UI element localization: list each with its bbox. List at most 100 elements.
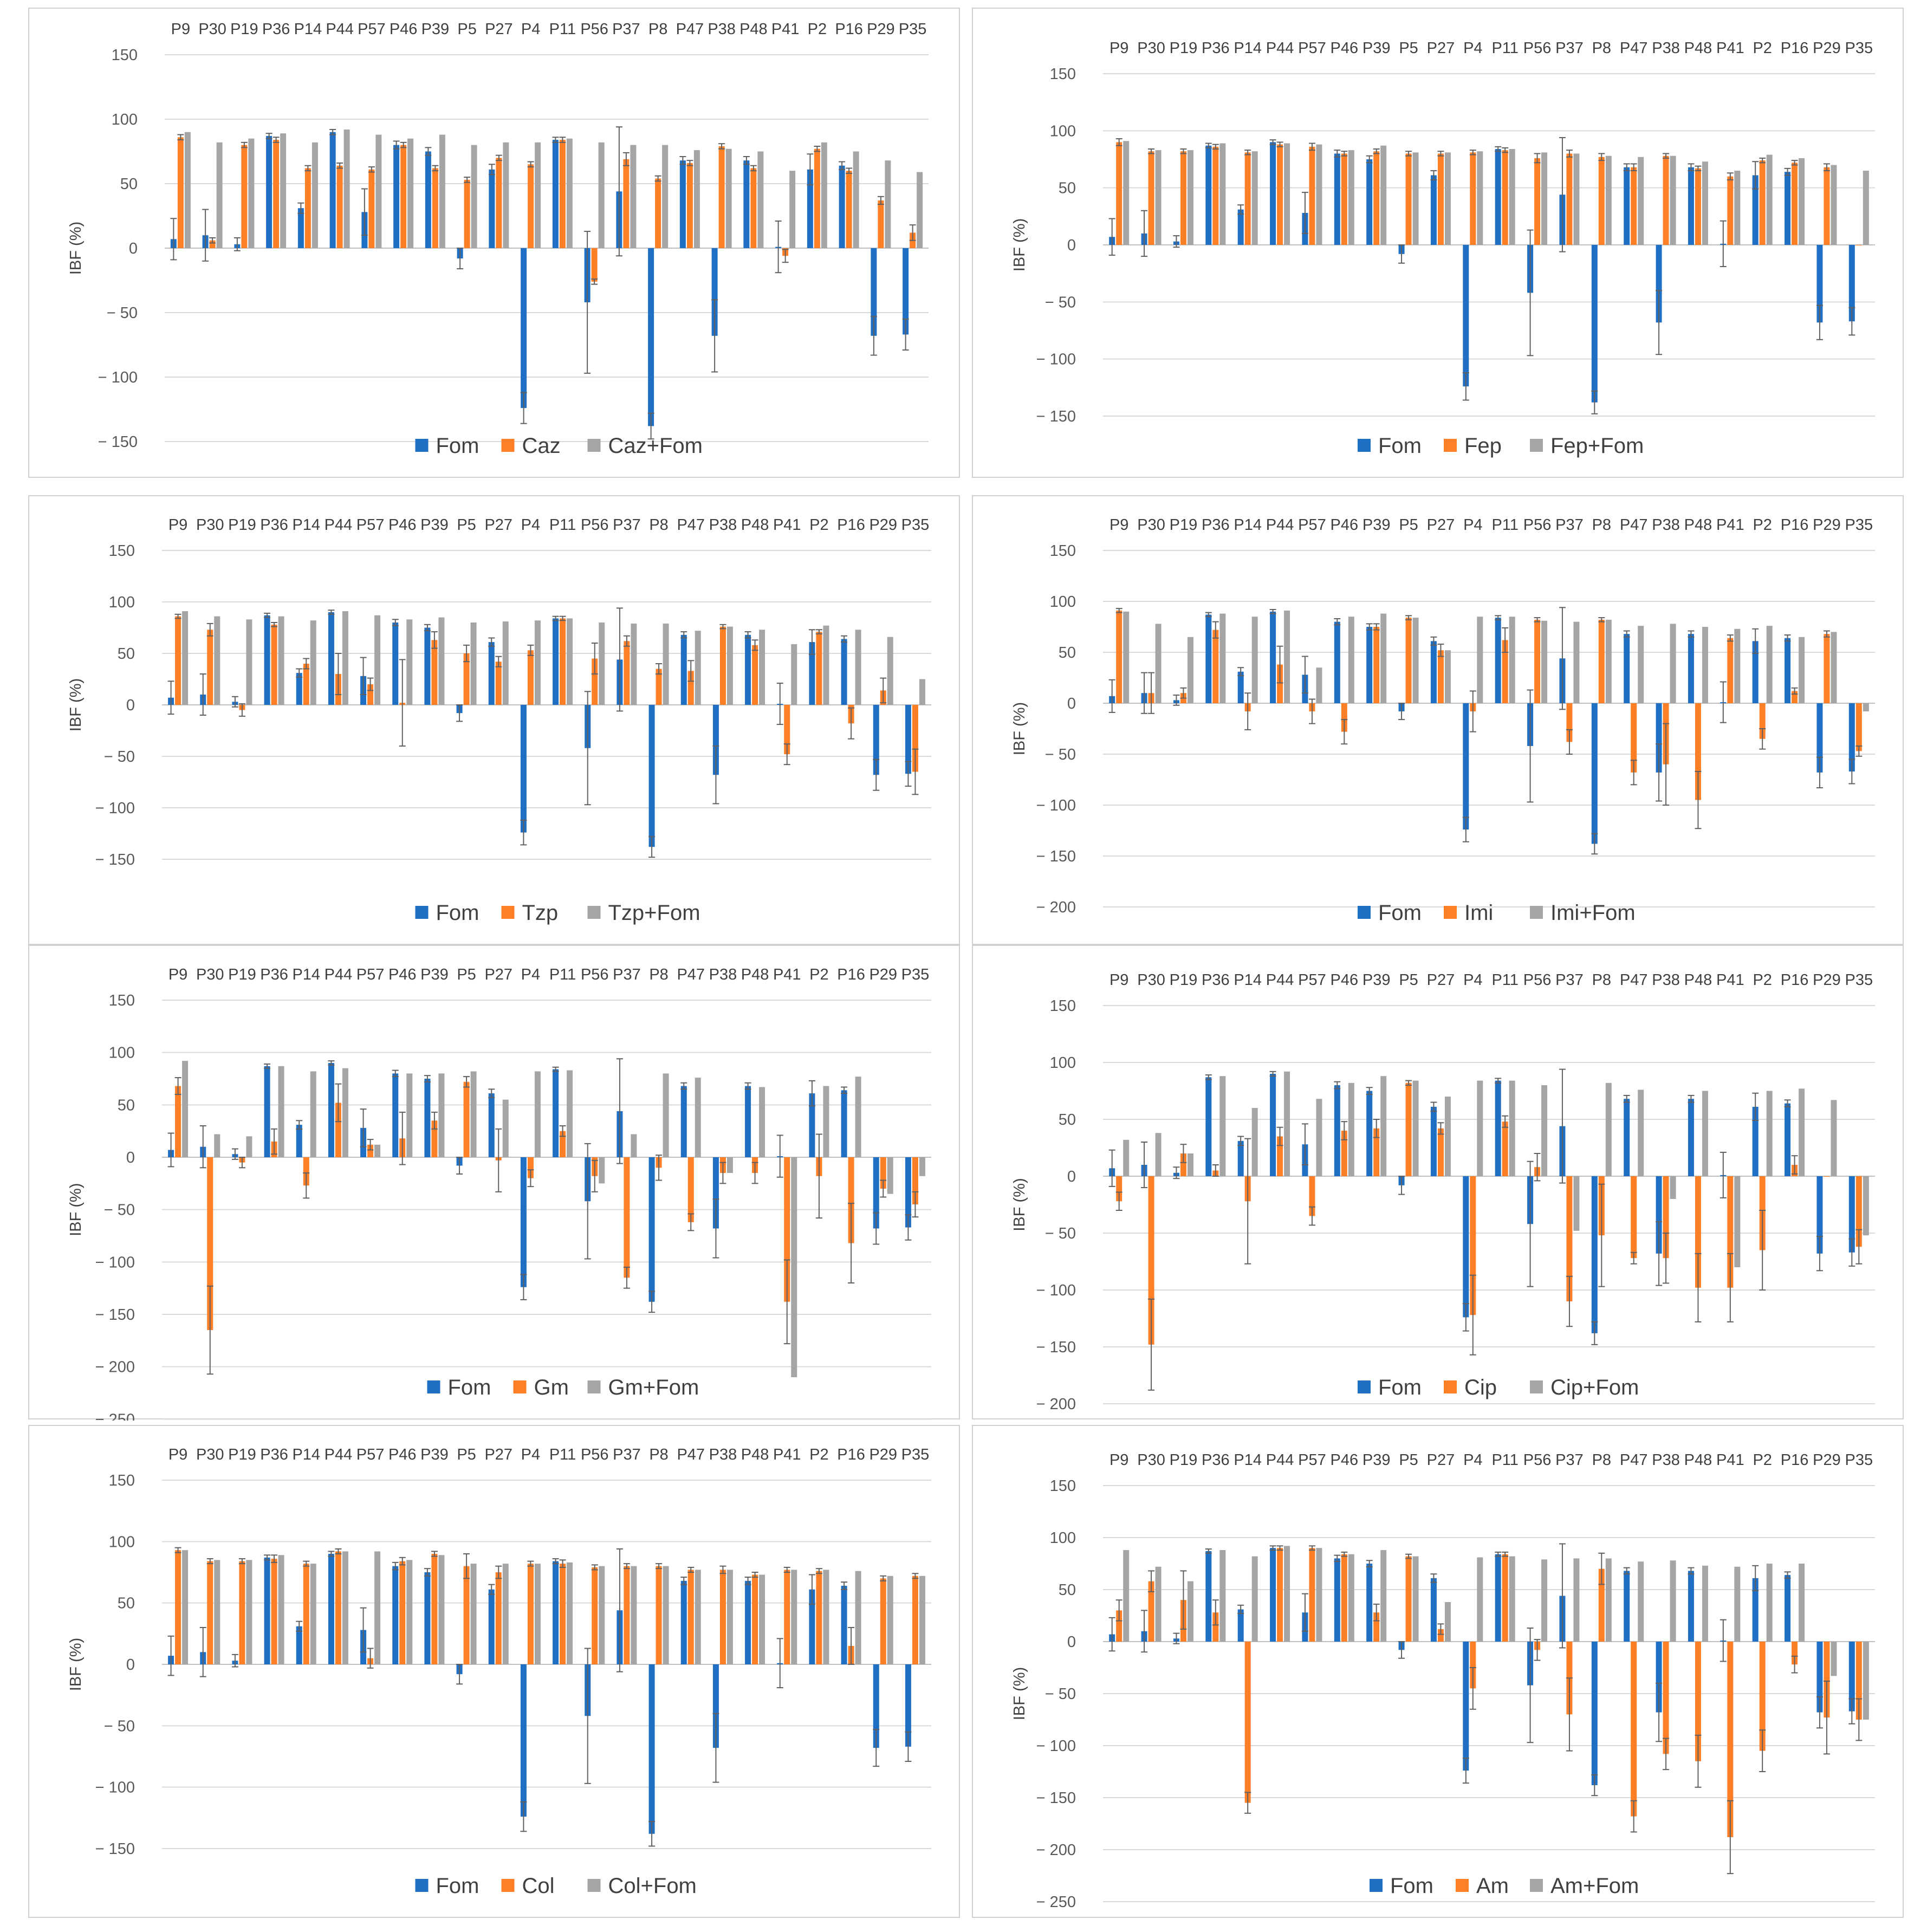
bar-cip — [1341, 1131, 1347, 1176]
bar-tzp-fom — [534, 620, 541, 705]
bar-gm-fom — [502, 1099, 509, 1157]
bar-fom — [1785, 1575, 1791, 1642]
category-label: P16 — [837, 516, 865, 534]
bar-am — [1598, 1568, 1605, 1642]
category-label: P29 — [1813, 1451, 1841, 1469]
bar-caz — [623, 159, 630, 248]
bar-am — [1727, 1642, 1734, 1837]
bar-col — [207, 1561, 213, 1664]
category-label: P30 — [1137, 1451, 1165, 1469]
bar-fep — [1180, 151, 1186, 245]
category-label: P47 — [677, 516, 705, 534]
legend-label: Fom — [1378, 1376, 1422, 1399]
y-tick-label: − 100 — [95, 1779, 135, 1797]
bar-gm — [687, 1157, 694, 1222]
bar-fom — [1591, 703, 1598, 844]
bar-caz — [878, 200, 884, 248]
bar-fom — [841, 639, 847, 705]
category-label: P44 — [1266, 40, 1294, 57]
category-label: P14 — [292, 966, 320, 983]
bar-imi — [1534, 619, 1541, 703]
bar-am-fom — [1219, 1550, 1226, 1642]
bar-am — [1212, 1612, 1219, 1642]
bar-fep — [1824, 167, 1830, 245]
bar-cip — [1437, 1128, 1444, 1176]
y-tick-label: 50 — [1059, 1581, 1076, 1599]
chart-panel-fep: 150 100 50 0− 50− 100− 150 IBF (%) P9 P30 P19 P3… — [972, 8, 1904, 478]
bar-caz — [304, 168, 311, 248]
y-tick-label: − 100 — [95, 800, 135, 817]
bar-fom — [1334, 621, 1340, 703]
bar-fom — [488, 642, 495, 705]
bar-fep — [1212, 146, 1219, 245]
category-label: P37 — [1555, 971, 1584, 989]
y-tick-label: 50 — [118, 645, 135, 663]
y-tick-label: − 200 — [1036, 899, 1076, 916]
bar-imi-fom — [1734, 628, 1741, 703]
bar-gm-fom — [534, 1071, 541, 1157]
bar-caz-fom — [789, 171, 796, 248]
bar-fep — [1277, 144, 1283, 245]
bar-am-fom — [1670, 1560, 1676, 1642]
bar-gm-fom — [823, 1086, 829, 1157]
bar-col — [816, 1571, 822, 1664]
bar-cip — [1663, 1176, 1669, 1259]
bar-fep — [1502, 150, 1508, 245]
bar-fep — [1437, 153, 1444, 245]
bar-cip-fom — [1348, 1082, 1354, 1176]
category-label: P47 — [1620, 40, 1648, 57]
y-tick-label: 0 — [1067, 1633, 1076, 1651]
category-label: P16 — [837, 1446, 865, 1463]
bar-fom — [296, 1626, 302, 1664]
bar-tzp-fom — [919, 679, 925, 705]
y-tick-label: − 100 — [1036, 1282, 1076, 1299]
bar-gm — [880, 1157, 886, 1189]
bar-fom — [648, 1157, 655, 1302]
category-label: P30 — [196, 516, 224, 534]
bar-fom — [1237, 1609, 1244, 1642]
bar-col — [912, 1576, 918, 1664]
category-label: P16 — [837, 966, 865, 983]
bar-col-fom — [726, 1570, 733, 1664]
bar-fom — [1463, 1642, 1469, 1771]
legend-label: Caz — [522, 434, 561, 458]
category-label: P30 — [198, 21, 226, 38]
y-axis-label: IBF (%) — [67, 1638, 85, 1691]
bar-gm — [624, 1157, 630, 1278]
category-label: P19 — [1170, 516, 1198, 534]
category-label: P36 — [1202, 971, 1230, 989]
bar-fep — [1759, 160, 1766, 245]
y-tick-label: 150 — [1050, 542, 1076, 560]
category-label: P38 — [1652, 516, 1680, 534]
chart-panel-caz: 150 100 50 0− 50− 100− 150 IBF (%) P9 P30 P19 P3… — [28, 8, 960, 478]
category-label: P48 — [739, 21, 768, 38]
bar-fom — [1270, 142, 1276, 245]
bar-col — [239, 1561, 245, 1664]
category-label: P36 — [1202, 1451, 1230, 1469]
category-label: P19 — [230, 21, 258, 38]
bar-cip-fom — [1509, 1080, 1515, 1176]
category-label: P56 — [581, 966, 609, 983]
bar-cip-fom — [1412, 1080, 1419, 1176]
category-label: P30 — [1137, 40, 1165, 57]
bar-am-fom — [1316, 1548, 1322, 1642]
category-label: P4 — [1463, 40, 1482, 57]
bar-fom — [1848, 703, 1855, 771]
bar-fom — [392, 1566, 399, 1664]
bar-cip — [1695, 1176, 1701, 1288]
bar-imi — [1759, 703, 1766, 739]
bar-caz — [464, 179, 470, 248]
bar-am — [1855, 1642, 1862, 1720]
bar-cip-fom — [1316, 1099, 1322, 1176]
category-label: P57 — [1298, 516, 1326, 534]
category-label: P5 — [1399, 1451, 1418, 1469]
y-tick-label: 50 — [118, 1097, 135, 1114]
bar-caz — [846, 171, 852, 248]
bar-imi-fom — [1251, 617, 1258, 703]
bar-gm-fom — [278, 1066, 284, 1157]
bar-am-fom — [1863, 1642, 1869, 1720]
bar-fom — [809, 642, 815, 705]
y-tick-label: − 100 — [1036, 351, 1076, 368]
legend-swatch — [1530, 906, 1543, 919]
y-tick-label: 150 — [1050, 997, 1076, 1015]
